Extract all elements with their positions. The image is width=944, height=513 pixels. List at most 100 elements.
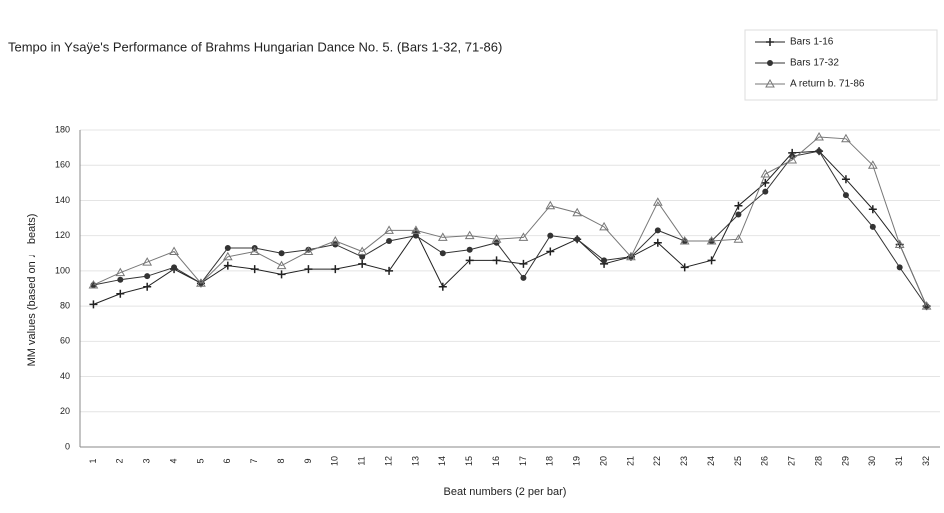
point — [491, 234, 502, 243]
x-tick-label: 14 — [437, 456, 447, 466]
x-tick-label: 23 — [679, 456, 689, 466]
x-tick-label: 32 — [921, 456, 931, 466]
point — [144, 273, 151, 280]
x-tick-label: 30 — [867, 456, 877, 466]
point — [841, 175, 850, 184]
point — [88, 279, 99, 289]
point — [707, 256, 716, 265]
point — [546, 247, 555, 256]
point — [223, 261, 232, 270]
point — [601, 257, 608, 264]
point — [142, 257, 153, 266]
point — [652, 197, 663, 206]
point — [572, 207, 583, 217]
point — [706, 235, 717, 245]
x-tick-label: 21 — [625, 456, 635, 466]
x-tick-label: 7 — [249, 458, 259, 463]
point — [304, 265, 313, 274]
point — [169, 246, 179, 256]
point — [680, 263, 689, 272]
point — [654, 227, 661, 234]
point — [814, 132, 824, 141]
point — [222, 251, 233, 261]
point — [842, 192, 849, 199]
x-tick-label: 19 — [572, 456, 582, 466]
point — [894, 239, 905, 248]
x-tick-label: 8 — [276, 458, 286, 463]
series-line — [93, 150, 927, 307]
point — [520, 274, 527, 281]
point — [359, 253, 366, 260]
point — [250, 265, 259, 274]
point — [599, 221, 609, 231]
point — [196, 278, 206, 287]
point — [465, 256, 474, 265]
x-tick-label: 1 — [88, 458, 98, 463]
point — [869, 223, 876, 230]
y-tick-label: 120 — [55, 230, 70, 240]
point — [224, 244, 231, 251]
x-tick-label: 5 — [195, 458, 205, 463]
x-tick-label: 3 — [142, 458, 152, 463]
point — [386, 237, 393, 244]
point — [574, 236, 581, 243]
x-tick-label: 18 — [545, 456, 555, 466]
x-tick-label: 29 — [840, 456, 850, 466]
point — [143, 282, 152, 291]
point — [331, 265, 340, 274]
point — [278, 250, 285, 257]
point — [385, 266, 394, 275]
point — [358, 259, 367, 268]
x-tick-label: 25 — [733, 456, 743, 466]
x-tick-label: 20 — [598, 456, 608, 466]
y-tick-label: 160 — [55, 160, 70, 170]
point — [277, 270, 286, 279]
y-tick-label: 20 — [60, 406, 70, 416]
point — [626, 251, 636, 261]
x-tick-label: 15 — [464, 456, 474, 466]
point — [332, 241, 339, 248]
x-tick-label: 17 — [518, 456, 528, 466]
point — [767, 60, 773, 66]
point — [518, 232, 529, 241]
legend-label: Bars 1-16 — [790, 37, 834, 48]
y-tick-label: 100 — [55, 265, 70, 275]
point — [493, 239, 500, 246]
x-tick-label: 9 — [303, 458, 313, 463]
point — [466, 246, 473, 253]
x-tick-label: 22 — [652, 456, 662, 466]
point — [464, 230, 475, 240]
y-tick-label: 80 — [60, 300, 70, 310]
point — [492, 256, 501, 265]
point — [766, 38, 774, 46]
point — [867, 160, 878, 169]
x-tick-label: 2 — [115, 458, 125, 463]
point — [116, 289, 125, 298]
point — [171, 264, 178, 271]
point — [357, 246, 368, 256]
point — [787, 154, 798, 164]
x-tick-label: 6 — [222, 458, 232, 463]
point — [653, 238, 662, 247]
point — [115, 267, 126, 277]
y-tick-label: 60 — [60, 336, 70, 346]
x-tick-label: 4 — [168, 458, 178, 463]
point — [545, 200, 556, 210]
point — [411, 225, 421, 234]
point — [303, 246, 314, 256]
point — [437, 232, 448, 241]
x-tick-label: 27 — [787, 456, 797, 466]
x-tick-label: 11 — [357, 456, 367, 465]
point — [896, 264, 903, 271]
series-line — [93, 150, 928, 307]
point — [816, 148, 823, 155]
x-tick-label: 10 — [330, 456, 340, 466]
point — [412, 232, 419, 239]
point — [384, 225, 394, 234]
point — [921, 301, 932, 310]
point — [760, 169, 771, 178]
point — [761, 178, 770, 187]
point — [765, 78, 775, 88]
point — [734, 201, 743, 210]
